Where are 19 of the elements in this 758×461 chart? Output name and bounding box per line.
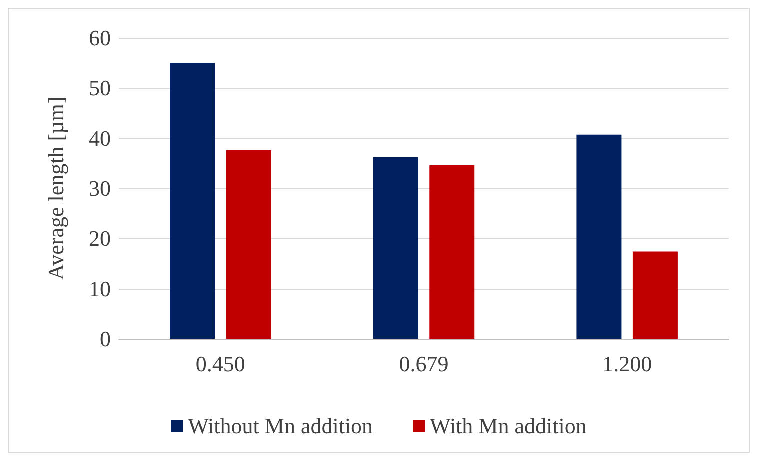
legend-label: With Mn addition bbox=[430, 414, 587, 438]
y-tick-label: 20 bbox=[89, 226, 111, 252]
y-tick-label: 50 bbox=[89, 76, 111, 101]
y-tick-label: 30 bbox=[89, 176, 111, 201]
y-tick-label: 40 bbox=[89, 126, 111, 151]
x-tick-label: 0.450 bbox=[196, 352, 246, 376]
y-tick-label: 60 bbox=[89, 26, 111, 50]
legend-label: Without Mn addition bbox=[188, 414, 374, 438]
bar bbox=[226, 150, 272, 339]
bar bbox=[430, 165, 475, 339]
bar bbox=[373, 157, 418, 339]
bar bbox=[170, 63, 216, 339]
y-tick-label: 0 bbox=[100, 326, 111, 352]
x-tick-label: 1.200 bbox=[602, 352, 652, 376]
y-tick-label: 10 bbox=[89, 276, 111, 302]
bar bbox=[632, 252, 678, 339]
bar bbox=[576, 134, 622, 339]
y-axis-title: Average length [µm] bbox=[44, 96, 68, 280]
x-tick-label: 0.679 bbox=[399, 352, 449, 376]
